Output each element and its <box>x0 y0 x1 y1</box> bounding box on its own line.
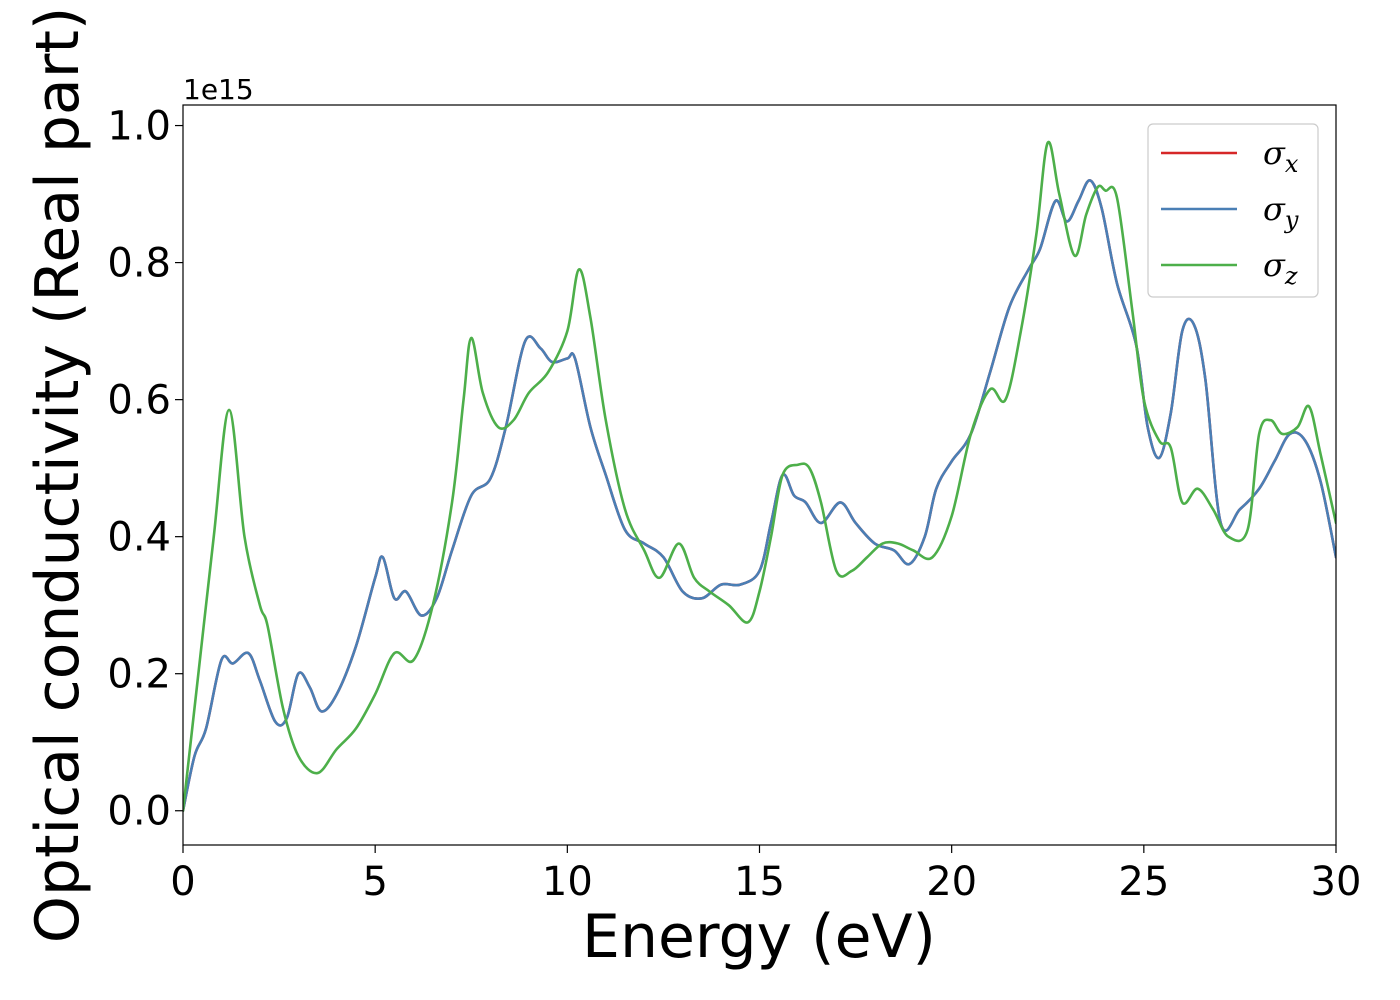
y-axis-offset-text: 1e15 <box>183 73 254 106</box>
legend-label-y: σy <box>1263 190 1299 234</box>
y-tick-label: 1.0 <box>107 104 171 150</box>
series-line-z <box>183 140 1336 813</box>
x-tick-label: 30 <box>1311 859 1362 905</box>
legend-label-x: σx <box>1263 134 1299 178</box>
series-layer <box>183 140 1336 813</box>
legend: σx σy σz <box>1147 123 1319 298</box>
x-tick-label: 5 <box>362 859 387 905</box>
y-axis-ticks: 0.0 0.2 0.4 0.6 0.8 1.0 <box>107 104 183 835</box>
y-axis-label: Optical conductivity (Real part) <box>23 7 93 944</box>
legend-box <box>1147 123 1319 298</box>
x-tick-label: 20 <box>926 859 977 905</box>
y-tick-label: 0.8 <box>107 241 171 287</box>
x-tick-label: 15 <box>734 859 785 905</box>
x-tick-label: 0 <box>170 859 195 905</box>
series-line-y <box>183 179 1336 813</box>
x-tick-label: 10 <box>542 859 593 905</box>
x-axis-label: Energy (eV) <box>582 902 936 972</box>
x-tick-label: 25 <box>1118 859 1169 905</box>
y-tick-label: 0.4 <box>107 515 171 561</box>
x-axis-ticks: 0 5 10 15 20 25 30 <box>170 845 1361 905</box>
legend-label-z: σz <box>1263 246 1298 290</box>
y-tick-label: 0.0 <box>107 789 171 835</box>
y-tick-label: 0.6 <box>107 378 171 424</box>
legend-items: σx σy σz <box>1161 134 1299 290</box>
y-tick-label: 0.2 <box>107 652 171 698</box>
